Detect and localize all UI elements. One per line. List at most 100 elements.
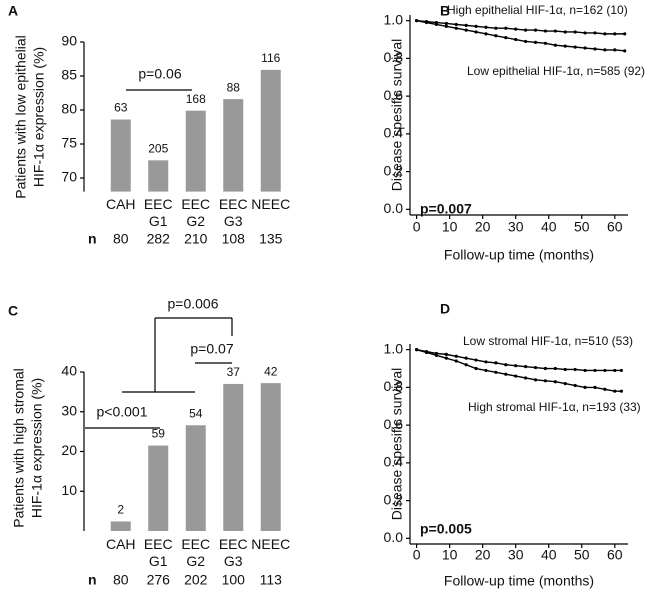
- panel-letter: B: [440, 3, 450, 19]
- bar: [223, 383, 244, 531]
- x-tick-label: 20: [475, 219, 491, 235]
- censor-mark: [623, 49, 627, 53]
- n-value: 80: [113, 572, 129, 588]
- censor-mark: [583, 368, 587, 373]
- n-value: 113: [260, 572, 283, 588]
- censor-mark: [464, 356, 468, 360]
- x-tick-label: 50: [574, 547, 590, 563]
- bar-label: 54: [189, 406, 203, 420]
- y-tick-label: 1.0: [384, 340, 404, 356]
- censor-mark: [553, 29, 557, 33]
- censor-mark: [613, 32, 617, 36]
- censor-mark: [533, 40, 538, 44]
- x-tick-label: 50: [574, 219, 590, 235]
- censor-mark: [484, 25, 488, 29]
- bar-label: 168: [186, 92, 206, 106]
- censor-mark: [524, 28, 528, 32]
- censor-mark: [424, 350, 429, 355]
- bar-label: 42: [264, 364, 278, 378]
- y-tick-label: 40: [61, 363, 77, 379]
- bar: [110, 119, 131, 192]
- censor-mark: [603, 387, 607, 391]
- censor-mark: [603, 32, 607, 36]
- censor-mark: [474, 366, 478, 371]
- censor-mark: [613, 368, 617, 373]
- bar: [185, 425, 206, 531]
- bar-label: 59: [152, 427, 166, 441]
- bar-label: 88: [227, 80, 241, 94]
- y-tick-label: 20: [61, 442, 77, 458]
- censor-mark: [583, 31, 587, 35]
- x-tick-label: 20: [475, 547, 491, 563]
- censor-mark: [504, 36, 508, 40]
- n-value: 276: [147, 572, 171, 588]
- y-tick-label: 30: [61, 402, 77, 418]
- survival-curve: [416, 348, 622, 372]
- censor-mark: [484, 32, 488, 36]
- bar: [148, 445, 169, 531]
- x-tick-label: 0: [413, 547, 421, 563]
- p-value: p=0.005: [420, 521, 472, 537]
- x-tick-label: 30: [508, 547, 524, 563]
- y-tick-label: 75: [61, 135, 77, 151]
- x-tick-label: 60: [607, 547, 623, 563]
- bar: [148, 160, 169, 192]
- bar-label: 63: [114, 101, 128, 115]
- y-tick-label: 0.0: [384, 529, 404, 545]
- censor-mark: [553, 43, 557, 47]
- bar: [260, 383, 281, 531]
- y-axis-label: Patients with high stromal: [11, 368, 27, 528]
- censor-mark: [504, 363, 508, 367]
- y-tick-label: 85: [61, 67, 77, 83]
- censor-mark: [543, 379, 548, 383]
- x-tick-label: CAH: [106, 536, 136, 552]
- n-label: n: [88, 231, 97, 247]
- p-value: p<0.001: [97, 404, 148, 420]
- censor-mark: [553, 380, 557, 384]
- bar-label: 2: [117, 503, 124, 517]
- y-axis-label: Disease spesific survival: [389, 368, 405, 521]
- censor-mark: [494, 370, 498, 374]
- panel-letter: A: [8, 3, 18, 19]
- y-tick-label: 0.6: [384, 87, 404, 103]
- censor-mark: [563, 30, 567, 34]
- censor-mark: [593, 31, 597, 35]
- survival-curve: [416, 348, 622, 392]
- y-tick-label: 1.0: [384, 11, 404, 27]
- censor-mark: [454, 22, 458, 27]
- x-tick-label: EEC G3: [219, 536, 248, 569]
- censor-mark: [613, 48, 617, 52]
- bar: [185, 110, 206, 192]
- bar-label: 37: [227, 365, 241, 379]
- censor-mark: [563, 367, 567, 372]
- y-tick-label: 0.6: [384, 416, 404, 432]
- censor-mark: [593, 385, 597, 389]
- x-tick-label: 60: [607, 219, 623, 235]
- survival-curve: [416, 19, 625, 35]
- censor-mark: [573, 367, 577, 372]
- y-tick-label: 0.4: [384, 125, 404, 141]
- censor-mark: [494, 34, 498, 38]
- bar: [223, 99, 244, 192]
- censor-mark: [593, 47, 597, 51]
- n-value: 282: [147, 231, 171, 247]
- censor-mark: [474, 358, 478, 362]
- x-tick-label: 30: [508, 219, 524, 235]
- censor-mark: [593, 368, 597, 373]
- panel-letter: D: [440, 301, 450, 317]
- censor-mark: [543, 366, 548, 371]
- censor-mark: [444, 24, 448, 28]
- legend-label: Low epithelial HIF-1α, n=585 (92): [467, 64, 645, 78]
- x-tick-label: CAH: [106, 196, 136, 212]
- censor-mark: [553, 366, 557, 371]
- x-tick-label: EEC G1: [144, 196, 173, 229]
- censor-mark: [533, 365, 538, 370]
- censor-mark: [583, 385, 587, 389]
- y-tick-label: 80: [61, 101, 77, 117]
- n-label: n: [88, 572, 97, 588]
- x-tick-label: 0: [413, 219, 421, 235]
- censor-mark: [415, 348, 419, 352]
- x-tick-label: EEC G1: [144, 536, 173, 569]
- censor-mark: [504, 372, 508, 376]
